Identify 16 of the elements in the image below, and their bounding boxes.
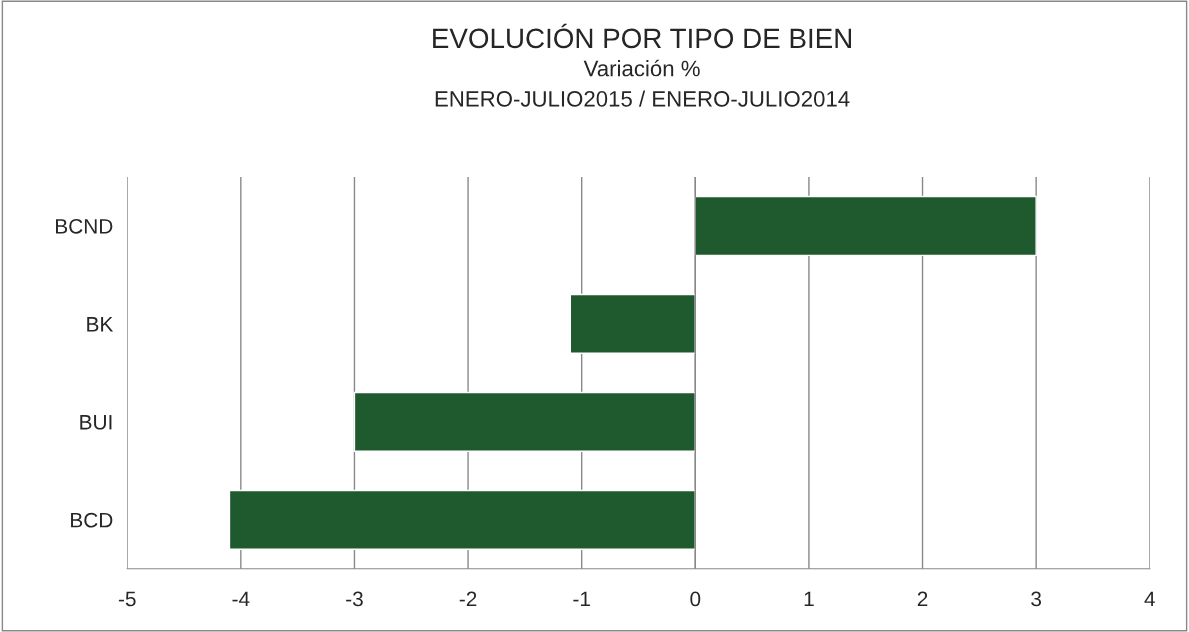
x-tick-label: -5 — [118, 591, 136, 607]
x-tick-label: -4 — [232, 591, 250, 607]
chart-title: EVOLUCIÓN POR TIPO DE BIEN — [433, 23, 852, 49]
x-tick-label: 2 — [917, 591, 928, 607]
y-tick-label: BUI — [80, 415, 112, 430]
y-tick-label: BK — [87, 317, 114, 332]
x-tick-label: 0 — [690, 591, 701, 607]
x-tick-label: -3 — [346, 591, 363, 607]
y-tick-label: BCND — [56, 218, 113, 234]
x-tick-label: 3 — [1031, 591, 1042, 607]
chart-subtitle: Variación % ENERO-JULIO2015 / ENERO-JULIO2014 — [435, 59, 850, 107]
x-tick-label: 4 — [1144, 591, 1155, 607]
x-tick-label: -1 — [573, 591, 590, 607]
y-tick-label: BCD — [71, 512, 113, 528]
x-tick-label: -2 — [459, 591, 477, 607]
x-tick-label: 1 — [804, 591, 814, 607]
